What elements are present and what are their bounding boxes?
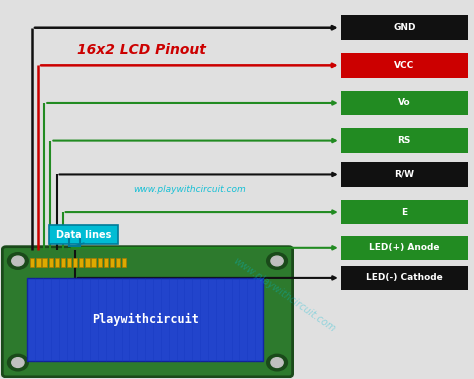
FancyBboxPatch shape [341,266,468,290]
FancyBboxPatch shape [122,258,126,267]
FancyBboxPatch shape [341,200,468,224]
Circle shape [12,256,24,266]
Text: Playwithcircuit: Playwithcircuit [91,313,199,326]
FancyBboxPatch shape [36,258,40,267]
Text: LED(+) Anode: LED(+) Anode [369,243,439,252]
FancyBboxPatch shape [98,258,102,267]
Circle shape [8,354,28,371]
FancyBboxPatch shape [91,258,96,267]
FancyBboxPatch shape [55,258,59,267]
FancyBboxPatch shape [116,258,120,267]
FancyBboxPatch shape [104,258,108,267]
FancyBboxPatch shape [110,258,114,267]
FancyBboxPatch shape [341,162,468,187]
FancyBboxPatch shape [85,258,90,267]
Text: www.playwithcircuit.com: www.playwithcircuit.com [231,256,337,334]
Text: R/W: R/W [394,170,414,179]
FancyBboxPatch shape [73,258,77,267]
Text: GND: GND [393,23,416,32]
FancyBboxPatch shape [61,258,65,267]
FancyBboxPatch shape [79,258,83,267]
Text: www.playwithcircuit.com: www.playwithcircuit.com [134,185,246,194]
FancyBboxPatch shape [42,258,46,267]
FancyBboxPatch shape [341,53,468,78]
Text: Vo: Vo [398,99,410,108]
FancyBboxPatch shape [67,258,71,267]
Text: Data lines: Data lines [56,230,111,240]
FancyBboxPatch shape [341,91,468,115]
FancyBboxPatch shape [341,16,468,40]
FancyBboxPatch shape [49,225,118,244]
Text: 16x2 LCD Pinout: 16x2 LCD Pinout [77,43,206,57]
Circle shape [271,358,283,368]
FancyBboxPatch shape [341,128,468,153]
Circle shape [267,354,287,371]
Text: E: E [401,208,407,216]
Circle shape [271,256,283,266]
FancyBboxPatch shape [341,236,468,260]
Circle shape [8,253,28,269]
FancyBboxPatch shape [27,278,263,361]
Text: RS: RS [398,136,411,145]
Text: LED(-) Cathode: LED(-) Cathode [366,273,443,282]
Circle shape [12,358,24,368]
FancyBboxPatch shape [48,258,53,267]
FancyBboxPatch shape [30,258,35,267]
Circle shape [267,253,287,269]
Text: VCC: VCC [394,61,414,70]
FancyBboxPatch shape [2,247,292,377]
